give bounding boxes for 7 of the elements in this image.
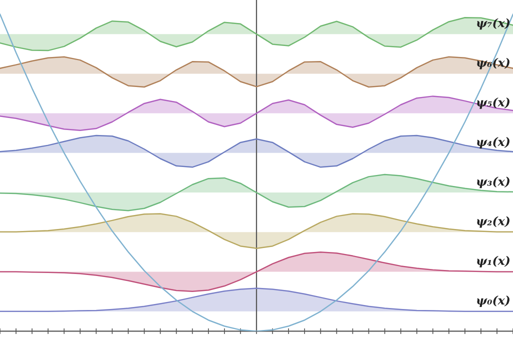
series-label: ψ₂(x) bbox=[477, 216, 510, 228]
series-label: ψ₁(x) bbox=[477, 256, 510, 268]
series-label: ψ₃(x) bbox=[477, 176, 510, 188]
series-label: ψ₇(x) bbox=[477, 18, 510, 30]
series-label: ψ₅(x) bbox=[477, 97, 510, 109]
series-label: ψ₀(x) bbox=[477, 296, 510, 307]
series-label: ψ₄(x) bbox=[477, 137, 510, 148]
